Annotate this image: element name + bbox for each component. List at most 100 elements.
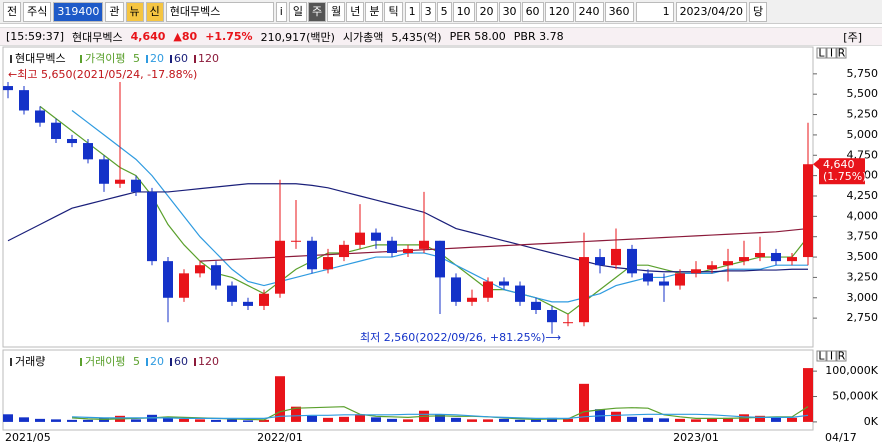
volume-bar bbox=[691, 419, 701, 422]
candle-body bbox=[643, 273, 653, 282]
tag[interactable]: [주] bbox=[843, 30, 862, 44]
candle-body bbox=[195, 265, 205, 274]
interval[interactable]: 60 bbox=[521, 1, 544, 22]
volume-bar bbox=[179, 418, 189, 422]
period[interactable]: 분 bbox=[365, 1, 384, 22]
legend-mark bbox=[80, 358, 82, 366]
news[interactable]: 뉴 bbox=[125, 1, 144, 22]
interval[interactable]: 10 bbox=[452, 1, 475, 22]
y-tick-label: 4,750 bbox=[847, 148, 879, 161]
y-tick-label: 3,750 bbox=[847, 230, 879, 243]
volume-bar bbox=[371, 417, 381, 422]
interval[interactable]: 30 bbox=[498, 1, 521, 22]
volume-bar bbox=[403, 419, 413, 422]
candle-body bbox=[771, 252, 781, 262]
volume-bar bbox=[579, 383, 589, 422]
interval[interactable]: 1 bbox=[404, 1, 420, 22]
candle-body bbox=[595, 257, 605, 266]
intervals: 1 3 5 10 20 30 60 120 240 360 bbox=[404, 1, 634, 22]
interval[interactable]: 5 bbox=[436, 1, 452, 22]
period[interactable]: 월 bbox=[327, 1, 346, 22]
y-tick-label: 50,000K bbox=[832, 390, 878, 403]
candle-body bbox=[403, 248, 413, 253]
y-tick-label: 3,500 bbox=[847, 250, 879, 263]
volume-bar bbox=[643, 417, 653, 422]
panel-button bbox=[826, 47, 837, 59]
candle-body bbox=[627, 248, 637, 274]
market[interactable]: 전 bbox=[3, 1, 22, 22]
stock-name: 현대무벡스 bbox=[72, 30, 123, 44]
legend-mark bbox=[194, 55, 196, 63]
info-button[interactable]: i bbox=[275, 1, 287, 22]
volume-bar bbox=[307, 415, 317, 422]
interval[interactable]: 120 bbox=[544, 1, 574, 22]
period[interactable]: 일 bbox=[288, 1, 307, 22]
candle-body bbox=[307, 240, 317, 270]
count[interactable]: 1 bbox=[635, 1, 674, 22]
volume-bar bbox=[355, 414, 365, 422]
date[interactable]: 2023/04/20 bbox=[675, 1, 747, 22]
volume-bar bbox=[435, 414, 445, 422]
candle-body bbox=[803, 164, 813, 258]
volume-bar bbox=[67, 419, 77, 422]
legend-entry: 20 bbox=[150, 355, 164, 368]
interval[interactable]: 360 bbox=[604, 1, 634, 22]
period[interactable]: 년 bbox=[346, 1, 365, 22]
chart-title: 현대무벡스 bbox=[15, 52, 66, 65]
credit[interactable]: 신 bbox=[145, 1, 164, 22]
candle-body bbox=[467, 297, 477, 302]
interval[interactable]: 240 bbox=[574, 1, 604, 22]
asset[interactable]: 주식 bbox=[23, 1, 52, 22]
legend-title: 가격이평 bbox=[85, 52, 125, 65]
market-cap: 5,435(억) bbox=[391, 30, 442, 44]
interval[interactable]: 20 bbox=[475, 1, 498, 22]
candle-body bbox=[499, 281, 509, 286]
legend-entry: 60 bbox=[174, 52, 188, 65]
candle-body bbox=[483, 281, 493, 298]
current[interactable]: 당 bbox=[748, 1, 768, 22]
volume-bar bbox=[611, 411, 621, 422]
volume-bar bbox=[515, 419, 525, 422]
candle-body bbox=[259, 293, 269, 306]
volume-bar bbox=[803, 368, 813, 422]
price-tag-change: (1.75%) bbox=[823, 170, 867, 183]
volume-bar bbox=[467, 419, 477, 422]
watch[interactable]: 관 bbox=[105, 1, 124, 22]
y-tick-label: 5,500 bbox=[847, 87, 879, 100]
candle-body bbox=[739, 257, 749, 262]
price-panel bbox=[2, 46, 814, 348]
volume-bar bbox=[339, 416, 349, 422]
volume-bar bbox=[227, 419, 237, 422]
y-tick-label: 3,250 bbox=[847, 270, 879, 283]
x-tick-label: 2021/05 bbox=[5, 431, 51, 444]
volume-bar bbox=[387, 418, 397, 422]
code[interactable]: 319400 bbox=[53, 1, 104, 22]
stock-name[interactable]: 현대무벡스 bbox=[165, 1, 274, 22]
period[interactable]: 틱 bbox=[384, 1, 403, 22]
legend-mark bbox=[10, 358, 12, 366]
panel-button bbox=[826, 350, 837, 362]
legend-mark bbox=[146, 358, 148, 366]
volume-bar bbox=[19, 417, 29, 422]
volume-bar bbox=[531, 419, 541, 422]
y-tick-label: 3,000 bbox=[847, 291, 879, 304]
y-tick-label: 0K bbox=[864, 415, 879, 428]
volume-bar bbox=[291, 406, 301, 422]
volume-bar bbox=[131, 419, 141, 422]
interval[interactable]: 3 bbox=[420, 1, 436, 22]
candle-body bbox=[131, 179, 141, 192]
candle-body bbox=[419, 240, 429, 249]
candle-body bbox=[675, 273, 685, 286]
volume-bar bbox=[499, 418, 509, 422]
candle-body bbox=[83, 143, 93, 160]
volume-bar bbox=[627, 416, 637, 422]
volume-bar bbox=[275, 376, 285, 422]
period[interactable]: 주 bbox=[307, 1, 327, 22]
y-tick-label: 4,000 bbox=[847, 209, 879, 222]
candle-body bbox=[723, 261, 733, 266]
panel-button-label: L bbox=[818, 47, 825, 60]
